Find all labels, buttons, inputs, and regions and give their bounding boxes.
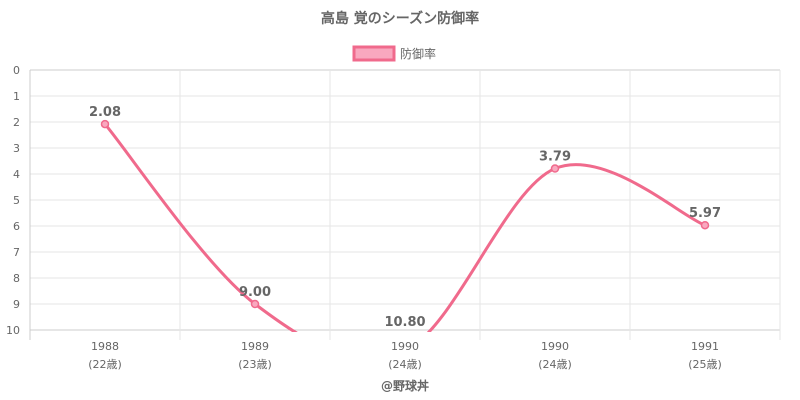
y-tick-label: 0: [13, 64, 20, 77]
y-tick-label: 4: [13, 168, 20, 181]
data-label: 9.00: [239, 285, 271, 300]
y-tick-label: 2: [13, 116, 20, 129]
x-tick-year: 1990: [541, 340, 569, 353]
x-tick-age: (24歳): [538, 358, 572, 371]
chart-title: 高島 覚のシーズン防御率: [321, 10, 479, 27]
data-point[interactable]: [250, 299, 260, 309]
series-line: [103, 123, 706, 332]
legend-swatch: [352, 45, 396, 62]
legend-label: 防御率: [400, 46, 436, 61]
y-tick-label: 9: [13, 298, 20, 311]
x-tick-age: (24歳): [388, 358, 422, 371]
x-tick-year: 1989: [241, 340, 269, 353]
y-tick-label: 7: [13, 246, 20, 259]
data-labels: 2.08 9.00 10.80 3.79 5.97: [89, 105, 721, 330]
data-label: 5.97: [689, 206, 721, 221]
x-tick-age: (25歳): [688, 358, 722, 371]
grid: [29, 69, 781, 340]
x-tick-year: 1988: [91, 340, 119, 353]
data-label: 10.80: [384, 315, 425, 330]
credit-text: @野球丼: [381, 378, 429, 393]
y-axis: 0 1 2 3 4 5 6 7 8 9 10: [6, 64, 20, 337]
y-tick-label: 5: [13, 194, 20, 207]
x-tick-age: (23歳): [238, 358, 272, 371]
y-tick-label: 3: [13, 142, 20, 155]
data-point[interactable]: [700, 220, 710, 230]
legend[interactable]: 防御率: [352, 45, 436, 62]
x-tick-year: 1991: [691, 340, 719, 353]
y-tick-label: 1: [13, 90, 20, 103]
data-label: 2.08: [89, 105, 121, 120]
y-tick-label: 10: [6, 324, 20, 337]
x-tick-age: (22歳): [88, 358, 122, 371]
x-axis: 1988 (22歳) 1989 (23歳) 1990 (24歳) 1990 (24歳) 1991…: [88, 340, 722, 371]
x-tick-year: 1990: [391, 340, 419, 353]
series-line-layer: [100, 119, 710, 332]
y-tick-label: 6: [13, 220, 20, 233]
data-point[interactable]: [100, 119, 110, 129]
data-label: 3.79: [539, 150, 571, 165]
y-tick-label: 8: [13, 272, 20, 285]
data-point[interactable]: [550, 164, 560, 173]
